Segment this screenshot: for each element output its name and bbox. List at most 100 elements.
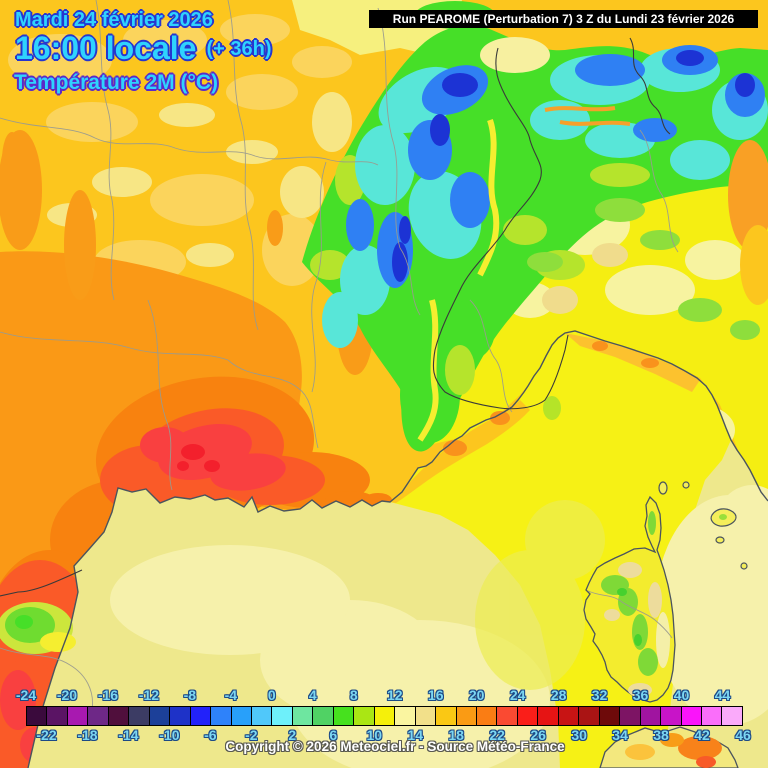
scale-label-26: 26 bbox=[530, 727, 546, 743]
scale-label-32: 32 bbox=[591, 687, 608, 703]
pyrenees-green bbox=[0, 602, 76, 654]
sea-cream-patches bbox=[110, 485, 768, 768]
parameter-title: Température 2M (°C) bbox=[14, 71, 219, 94]
scale-cell--24to-22 bbox=[27, 707, 48, 725]
scale-label-28: 28 bbox=[550, 687, 567, 703]
scale-label-16: 16 bbox=[427, 687, 444, 703]
gorgona-island bbox=[682, 481, 690, 489]
scale-cell--16to-14 bbox=[108, 707, 130, 725]
scale-cell-22to24 bbox=[497, 707, 518, 725]
right-edge-orange bbox=[728, 140, 768, 250]
alps-darkblue-cores bbox=[392, 50, 755, 282]
scale-cell--8to-6 bbox=[190, 707, 212, 725]
scale-label-44: 44 bbox=[714, 687, 731, 703]
forecast-time-value: 16:00 locale bbox=[15, 30, 197, 66]
sardinia bbox=[599, 726, 739, 768]
scale-label-12: 12 bbox=[386, 687, 403, 703]
scale-label--24: -24 bbox=[15, 687, 37, 703]
scale-cell--6to-4 bbox=[211, 707, 232, 725]
border-swiss-italy bbox=[629, 37, 671, 135]
scale-cell-20to22 bbox=[476, 707, 498, 725]
riviera-orange-dots bbox=[443, 341, 659, 456]
border-france-spain bbox=[0, 569, 83, 597]
scale-label-2: 2 bbox=[288, 727, 297, 743]
scale-cell-0to2 bbox=[272, 707, 293, 725]
right-edge-gold bbox=[740, 225, 768, 305]
scale-label-4: 4 bbox=[308, 687, 317, 703]
scale-label--12: -12 bbox=[138, 687, 160, 703]
scale-label-30: 30 bbox=[571, 727, 587, 743]
scale-cell-28to30 bbox=[558, 707, 580, 725]
sea-yellowgreen-tinge bbox=[475, 500, 605, 690]
scale-label-10: 10 bbox=[366, 727, 383, 743]
sardinia-orange-1 bbox=[678, 736, 722, 760]
scale-label-40: 40 bbox=[673, 687, 690, 703]
crimson-spots bbox=[177, 444, 220, 472]
scale-cell--22to-20 bbox=[47, 707, 68, 725]
scale-label-20: 20 bbox=[468, 687, 485, 703]
scale-label--4: -4 bbox=[224, 687, 238, 703]
scale-cell-40to42 bbox=[681, 707, 702, 725]
elba-green-dot bbox=[719, 514, 727, 520]
scale-label-46: 46 bbox=[735, 727, 751, 743]
scale-label-38: 38 bbox=[653, 727, 669, 743]
alps-pale-patch bbox=[480, 37, 550, 73]
scale-label-6: 6 bbox=[329, 727, 338, 743]
scale-label--16: -16 bbox=[97, 687, 119, 703]
coastline bbox=[27, 330, 768, 768]
scale-cell-4to6 bbox=[313, 707, 334, 725]
scale-label-0: 0 bbox=[267, 687, 276, 703]
run-info-box: Run PEAROME (Perturbation 7) 3 Z du Lund… bbox=[369, 10, 758, 28]
scale-cell--12to-10 bbox=[149, 707, 171, 725]
scale-cell-32to34 bbox=[599, 707, 621, 725]
department-borders bbox=[0, 0, 679, 711]
corsica-pale-east bbox=[656, 612, 670, 668]
scale-label-18: 18 bbox=[448, 727, 464, 743]
scale-cell-38to40 bbox=[661, 707, 682, 725]
scale-label--2: -2 bbox=[245, 727, 258, 743]
scale-cell--20to-18 bbox=[67, 707, 89, 725]
scale-cell--4to-2 bbox=[231, 707, 252, 725]
pianosa-island bbox=[715, 536, 725, 544]
scale-label--18: -18 bbox=[77, 727, 98, 743]
scale-cell-10to12 bbox=[374, 707, 396, 725]
scale-cell-42to44 bbox=[701, 707, 723, 725]
country-borders bbox=[0, 37, 671, 597]
scale-label-24: 24 bbox=[509, 687, 526, 703]
scale-cell-44to46 bbox=[722, 707, 742, 725]
scale-label--20: -20 bbox=[56, 687, 78, 703]
forecast-date: Mardi 24 février 2026 bbox=[15, 9, 213, 31]
scale-cell--2to0 bbox=[251, 707, 273, 725]
scale-label--10: -10 bbox=[159, 727, 180, 743]
scale-label-42: 42 bbox=[694, 727, 710, 743]
scale-cell--10to-8 bbox=[170, 707, 191, 725]
scale-cell--18to-16 bbox=[88, 707, 109, 725]
scale-cell-34to36 bbox=[620, 707, 641, 725]
forecast-time: 16:00 locale (+ 36h) bbox=[15, 30, 271, 67]
scale-label--8: -8 bbox=[183, 687, 197, 703]
scale-cell-14to16 bbox=[415, 707, 437, 725]
capraia-island bbox=[658, 481, 668, 495]
forecast-offset: (+ 36h) bbox=[206, 38, 272, 60]
scale-label--6: -6 bbox=[204, 727, 217, 743]
montecristo-island bbox=[740, 562, 748, 570]
corsica-tan-patches bbox=[604, 562, 662, 697]
sardinia-red bbox=[696, 756, 716, 768]
scale-label--22: -22 bbox=[36, 727, 57, 743]
corsica bbox=[583, 495, 676, 703]
scale-label-8: 8 bbox=[349, 687, 358, 703]
corsica-green-cores bbox=[617, 588, 642, 646]
scale-cell-12to14 bbox=[395, 707, 416, 725]
scale-label-36: 36 bbox=[632, 687, 649, 703]
scale-cell-16to18 bbox=[436, 707, 457, 725]
sea-green-spot bbox=[543, 396, 561, 420]
scale-cell-30to32 bbox=[579, 707, 600, 725]
sardinia-orange-2 bbox=[660, 733, 684, 747]
scale-cell-8to10 bbox=[354, 707, 375, 725]
temperature-scale-bar bbox=[26, 706, 743, 726]
scale-cell-26to28 bbox=[538, 707, 559, 725]
scale-cell--14to-12 bbox=[129, 707, 150, 725]
scale-label--14: -14 bbox=[118, 727, 139, 743]
